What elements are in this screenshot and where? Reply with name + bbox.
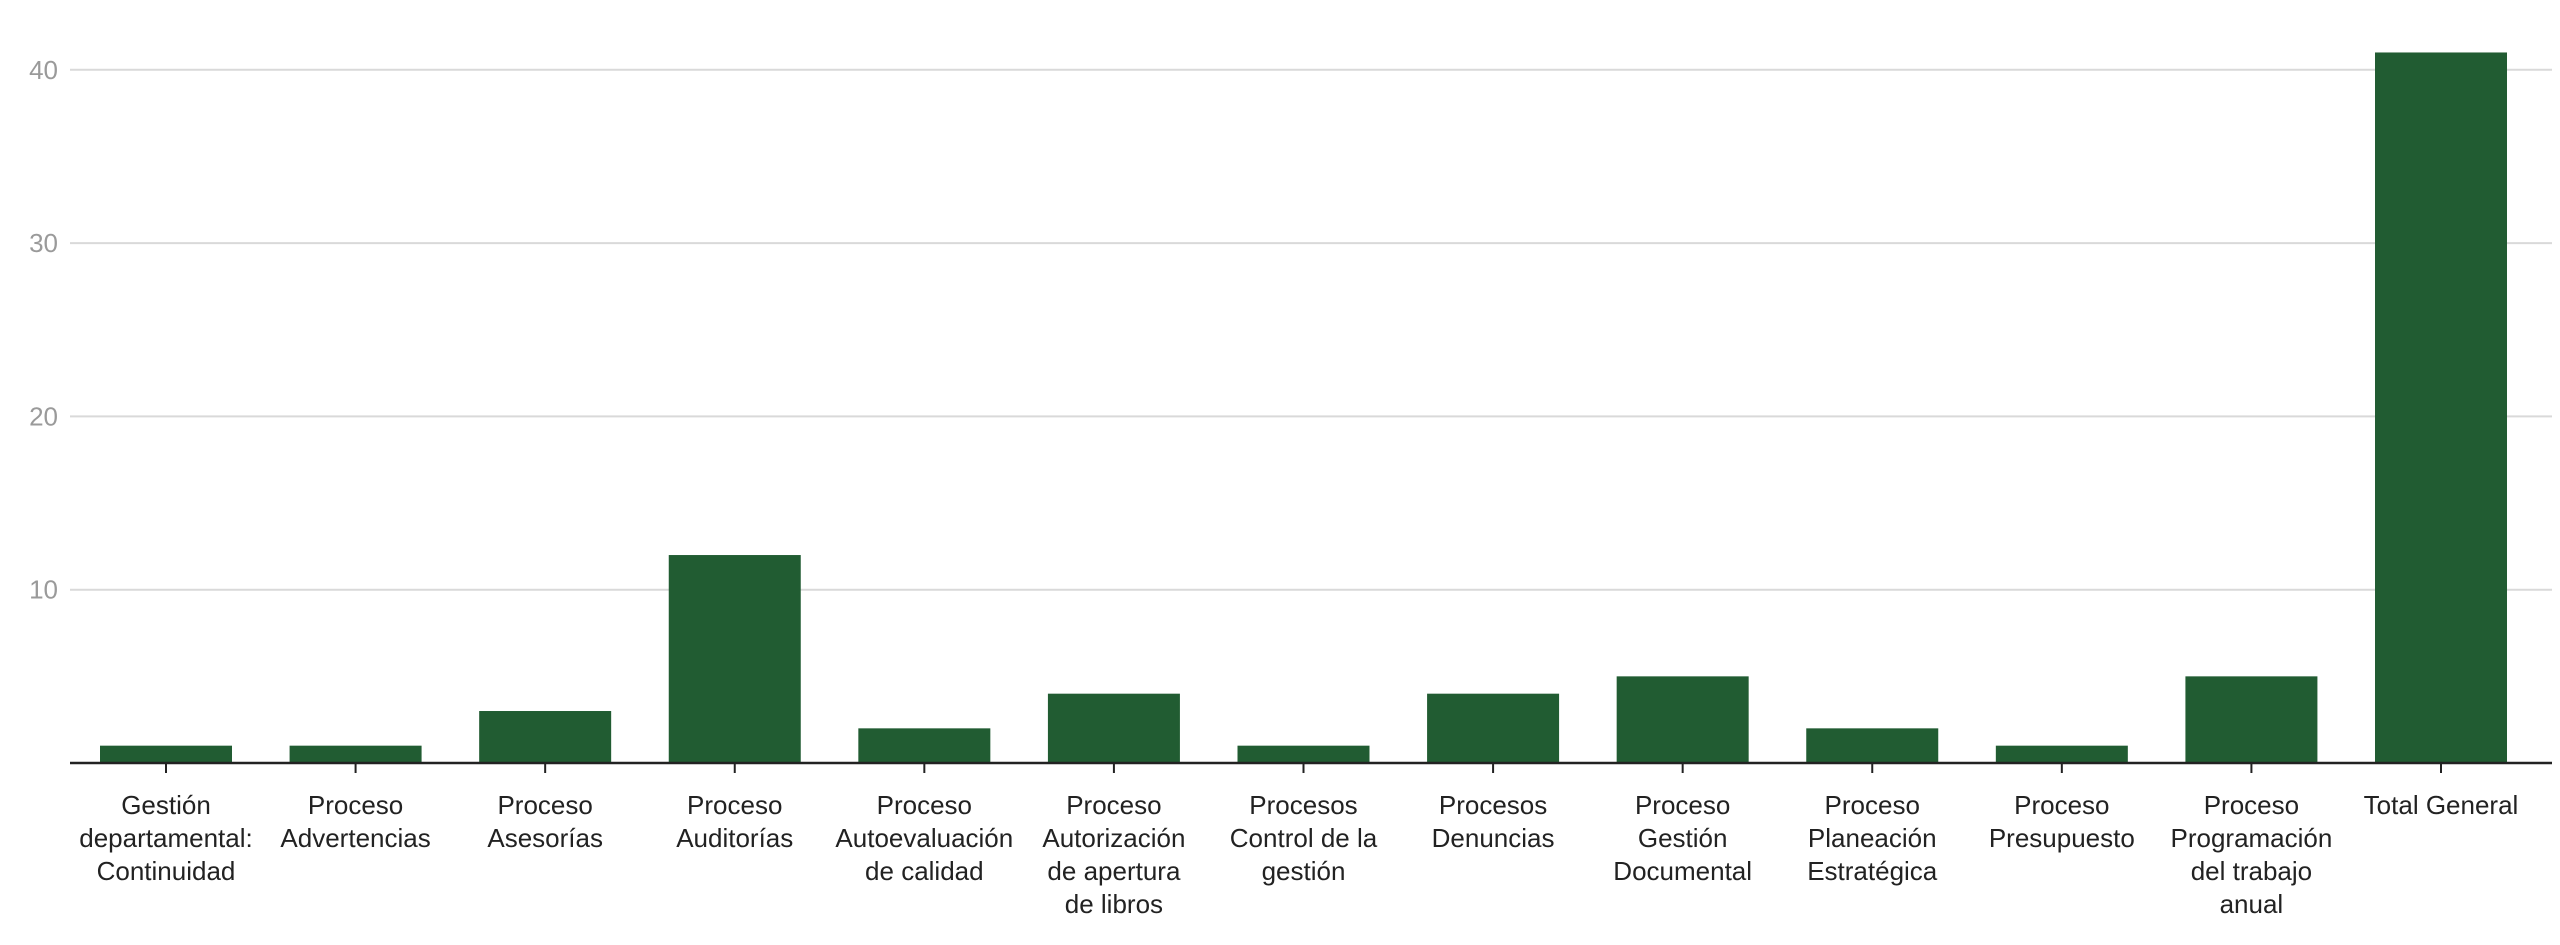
bar	[2185, 676, 2318, 763]
bar	[1427, 693, 1560, 763]
gridlines	[70, 68, 2552, 591]
x-tick-label: Proceso Planeación Estratégica	[1807, 790, 1938, 886]
bars	[100, 52, 2507, 764]
bar	[858, 728, 991, 763]
x-tick-label: Gestión departamental: Continuidad	[79, 790, 252, 886]
x-axis-labels: Gestión departamental: Continuidad Proceso A…	[79, 763, 2518, 919]
y-tick-label: 20	[29, 401, 58, 431]
bar	[2375, 52, 2507, 764]
x-tick-label: Procesos Control de la gestión	[1230, 790, 1378, 886]
y-tick-label: 40	[29, 55, 58, 85]
bar	[1995, 745, 2128, 763]
bar	[1237, 745, 1370, 763]
x-tick-label: Proceso Presupuesto	[1989, 790, 2135, 853]
y-axis-ticks: 10 20 30 40	[29, 55, 58, 605]
x-tick-label: Proceso Asesorías	[487, 790, 603, 853]
x-tick-label: Proceso Gestión Documental	[1613, 790, 1752, 886]
bar	[289, 745, 422, 763]
y-tick-label: 10	[29, 575, 58, 605]
y-tick-label: 30	[29, 228, 58, 258]
bar	[668, 555, 801, 763]
x-tick-label: Proceso Autorización de apertura de libros	[1042, 790, 1185, 919]
bar	[100, 745, 232, 763]
bar	[479, 711, 612, 763]
x-tick-label: Proceso Advertencias	[280, 790, 430, 853]
bar	[1047, 693, 1180, 763]
bar	[1806, 728, 1939, 763]
x-tick-label: Proceso Programación del trabajo anual	[2170, 790, 2332, 919]
x-tick-label: Procesos Denuncias	[1432, 790, 1555, 853]
x-tick-label: Proceso Autoevaluación de calidad	[835, 790, 1013, 886]
x-tick-label: Proceso Auditorías	[676, 790, 793, 853]
bar	[1616, 676, 1749, 763]
x-tick-label: Total General	[2364, 790, 2519, 820]
